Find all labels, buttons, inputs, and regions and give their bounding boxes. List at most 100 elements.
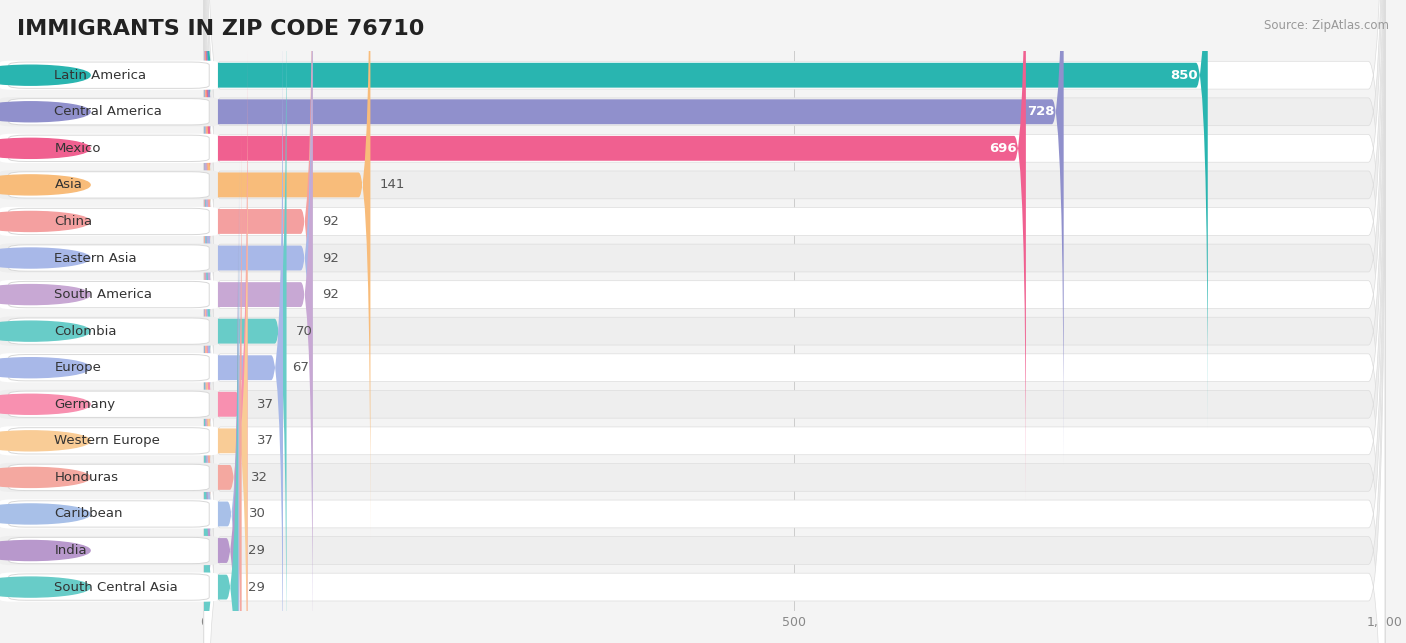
- Text: Germany: Germany: [55, 398, 115, 411]
- Text: Latin America: Latin America: [55, 69, 146, 82]
- FancyBboxPatch shape: [204, 0, 312, 643]
- Text: China: China: [55, 215, 93, 228]
- FancyBboxPatch shape: [0, 170, 218, 199]
- FancyBboxPatch shape: [204, 0, 1385, 610]
- FancyBboxPatch shape: [204, 0, 312, 611]
- FancyBboxPatch shape: [0, 390, 218, 419]
- Text: India: India: [55, 544, 87, 557]
- FancyBboxPatch shape: [8, 172, 209, 198]
- FancyBboxPatch shape: [8, 501, 209, 527]
- FancyBboxPatch shape: [204, 53, 1385, 643]
- FancyBboxPatch shape: [8, 282, 209, 308]
- FancyBboxPatch shape: [204, 0, 1208, 428]
- FancyBboxPatch shape: [204, 0, 1385, 643]
- FancyBboxPatch shape: [8, 245, 209, 271]
- FancyBboxPatch shape: [0, 97, 218, 127]
- FancyBboxPatch shape: [204, 197, 238, 643]
- Text: IMMIGRANTS IN ZIP CODE 76710: IMMIGRANTS IN ZIP CODE 76710: [17, 19, 425, 39]
- FancyBboxPatch shape: [8, 428, 209, 454]
- FancyBboxPatch shape: [8, 574, 209, 601]
- Text: 30: 30: [249, 507, 266, 520]
- FancyBboxPatch shape: [204, 0, 1385, 573]
- FancyBboxPatch shape: [204, 0, 1385, 643]
- FancyBboxPatch shape: [8, 391, 209, 417]
- FancyBboxPatch shape: [204, 51, 247, 643]
- FancyBboxPatch shape: [204, 0, 1385, 643]
- FancyBboxPatch shape: [0, 572, 218, 602]
- Text: South America: South America: [55, 288, 152, 301]
- FancyBboxPatch shape: [0, 316, 218, 346]
- FancyBboxPatch shape: [204, 87, 247, 643]
- Text: South Central Asia: South Central Asia: [55, 581, 179, 593]
- Circle shape: [0, 577, 90, 597]
- Text: 141: 141: [380, 178, 405, 192]
- FancyBboxPatch shape: [0, 426, 218, 455]
- Circle shape: [0, 65, 90, 86]
- FancyBboxPatch shape: [8, 135, 209, 161]
- FancyBboxPatch shape: [8, 62, 209, 88]
- Text: Mexico: Mexico: [55, 142, 101, 155]
- Circle shape: [0, 504, 90, 524]
- FancyBboxPatch shape: [204, 0, 312, 575]
- FancyBboxPatch shape: [204, 16, 1385, 643]
- FancyBboxPatch shape: [204, 124, 242, 643]
- Text: 29: 29: [247, 544, 264, 557]
- FancyBboxPatch shape: [0, 536, 218, 565]
- FancyBboxPatch shape: [0, 353, 218, 383]
- Circle shape: [0, 541, 90, 561]
- FancyBboxPatch shape: [204, 0, 1064, 465]
- Text: Europe: Europe: [55, 361, 101, 374]
- Circle shape: [0, 212, 90, 231]
- FancyBboxPatch shape: [204, 0, 1385, 643]
- FancyBboxPatch shape: [0, 500, 218, 529]
- FancyBboxPatch shape: [0, 463, 218, 492]
- Text: Western Europe: Western Europe: [55, 434, 160, 448]
- FancyBboxPatch shape: [204, 161, 239, 643]
- Text: 728: 728: [1026, 105, 1054, 118]
- FancyBboxPatch shape: [204, 0, 1385, 643]
- FancyBboxPatch shape: [0, 280, 218, 309]
- FancyBboxPatch shape: [0, 244, 218, 273]
- FancyBboxPatch shape: [8, 464, 209, 491]
- Circle shape: [0, 431, 90, 451]
- FancyBboxPatch shape: [204, 0, 1385, 643]
- FancyBboxPatch shape: [204, 0, 287, 643]
- Text: 92: 92: [322, 251, 339, 264]
- Text: Source: ZipAtlas.com: Source: ZipAtlas.com: [1264, 19, 1389, 32]
- Circle shape: [0, 321, 90, 341]
- Text: Asia: Asia: [55, 178, 83, 192]
- Circle shape: [0, 394, 90, 414]
- Text: 67: 67: [292, 361, 309, 374]
- Text: 37: 37: [257, 398, 274, 411]
- Text: 29: 29: [247, 581, 264, 593]
- Text: Eastern Asia: Eastern Asia: [55, 251, 138, 264]
- Text: 92: 92: [322, 215, 339, 228]
- Text: 32: 32: [252, 471, 269, 484]
- Circle shape: [0, 467, 90, 487]
- FancyBboxPatch shape: [8, 354, 209, 381]
- FancyBboxPatch shape: [8, 98, 209, 125]
- FancyBboxPatch shape: [204, 0, 1385, 643]
- FancyBboxPatch shape: [204, 0, 1026, 502]
- Text: 696: 696: [988, 142, 1017, 155]
- FancyBboxPatch shape: [8, 208, 209, 235]
- Circle shape: [0, 102, 90, 122]
- Text: 70: 70: [297, 325, 314, 338]
- Text: 92: 92: [322, 288, 339, 301]
- FancyBboxPatch shape: [204, 0, 1385, 643]
- Circle shape: [0, 248, 90, 268]
- Circle shape: [0, 285, 90, 305]
- FancyBboxPatch shape: [204, 89, 1385, 643]
- Text: Central America: Central America: [55, 105, 162, 118]
- FancyBboxPatch shape: [204, 15, 283, 643]
- FancyBboxPatch shape: [204, 0, 370, 538]
- FancyBboxPatch shape: [0, 134, 218, 163]
- FancyBboxPatch shape: [204, 0, 1385, 643]
- FancyBboxPatch shape: [8, 538, 209, 564]
- Circle shape: [0, 138, 90, 158]
- FancyBboxPatch shape: [0, 207, 218, 236]
- Circle shape: [0, 358, 90, 377]
- Text: Colombia: Colombia: [55, 325, 117, 338]
- FancyBboxPatch shape: [8, 318, 209, 344]
- FancyBboxPatch shape: [0, 60, 218, 90]
